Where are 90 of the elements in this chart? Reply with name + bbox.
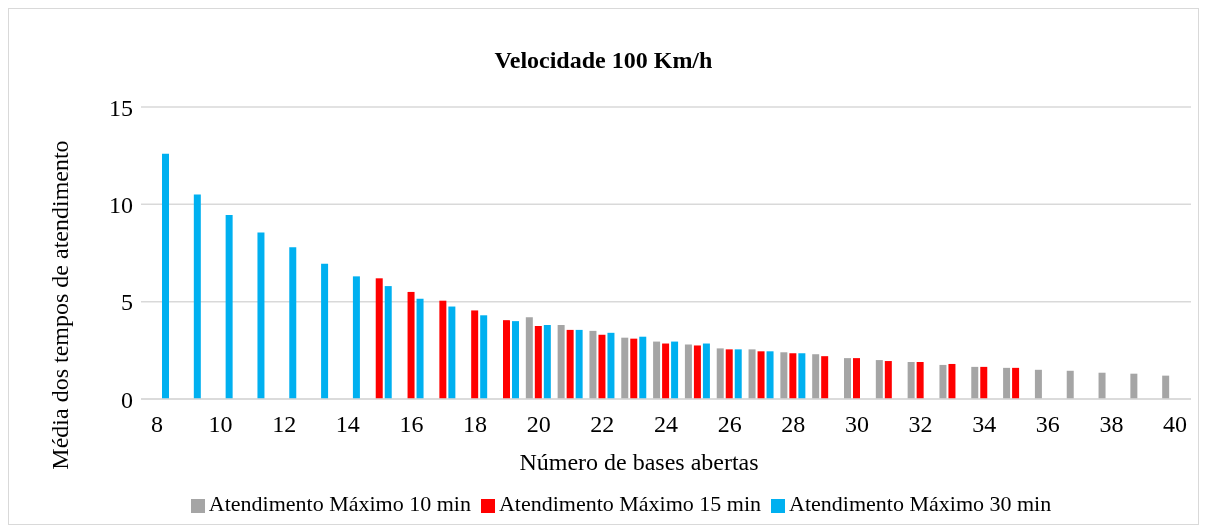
bar (734, 349, 742, 399)
chart-title: Velocidade 100 Km/h (493, 47, 714, 74)
bar (748, 349, 756, 399)
x-tick-label: 22 (590, 411, 615, 438)
y-tick-label: 15 (109, 94, 133, 121)
bar (684, 344, 692, 399)
bar (621, 337, 629, 399)
bar (853, 358, 860, 399)
bar (289, 247, 297, 399)
bar (321, 263, 329, 399)
bar (844, 358, 851, 399)
x-tick-label: 16 (399, 411, 424, 438)
bar (693, 345, 701, 399)
bar (980, 366, 988, 399)
bar (162, 153, 169, 399)
x-tick-label: 12 (272, 411, 297, 438)
x-tick-label: 36 (1035, 411, 1060, 438)
bar (884, 361, 892, 399)
bar (525, 317, 533, 399)
bar (1162, 375, 1170, 399)
bar (916, 362, 924, 399)
bar (375, 278, 383, 399)
bar (1066, 370, 1074, 399)
bar (671, 341, 679, 399)
bar (702, 343, 710, 399)
bar (630, 338, 638, 399)
bar (1130, 373, 1138, 399)
legend-label: Atendimento Máximo 10 min (208, 491, 471, 516)
bar (948, 363, 956, 399)
legend-label: Atendimento Máximo 15 min (498, 491, 762, 516)
x-tick-label: 32 (908, 411, 933, 438)
bar (653, 341, 661, 399)
bar (575, 329, 583, 399)
bar (225, 215, 233, 399)
bar (566, 329, 574, 399)
x-tick-label: 8 (150, 411, 163, 438)
y-axis-title: Média dos tempos de atendimento (47, 139, 74, 472)
bar (557, 325, 565, 399)
x-axis-title: Número de bases abertas (518, 449, 760, 476)
bar (907, 362, 915, 399)
bar (512, 321, 519, 399)
bar (812, 354, 820, 399)
bar (416, 298, 424, 399)
bar (598, 334, 606, 399)
bar (193, 194, 201, 399)
x-tick-label: 28 (781, 411, 806, 438)
bar (407, 291, 415, 399)
bar (1034, 369, 1042, 399)
bar (471, 310, 479, 399)
bar (480, 315, 488, 399)
bar (725, 349, 733, 399)
y-tick-label: 10 (109, 191, 133, 218)
bar (503, 320, 510, 399)
bar (448, 306, 456, 399)
x-tick-label: 20 (526, 411, 551, 438)
bar (543, 325, 551, 399)
x-tick-label: 10 (208, 411, 233, 438)
x-tick-label: 18 (463, 411, 488, 438)
x-tick-label: 38 (1099, 411, 1124, 438)
bar (589, 330, 597, 399)
x-tick-label: 40 (1163, 411, 1188, 438)
bar (1098, 372, 1106, 399)
bar (662, 343, 670, 399)
bar (757, 351, 765, 399)
bar (607, 332, 615, 399)
bar (875, 360, 883, 399)
bar (780, 352, 788, 399)
bar (789, 353, 797, 399)
y-tick-label: 0 (121, 386, 133, 413)
bar (534, 326, 542, 399)
legend-label: Atendimento Máximo 30 min (789, 491, 1052, 516)
bar (766, 351, 774, 399)
bar (939, 364, 947, 399)
bar (639, 336, 647, 399)
x-tick-label: 24 (654, 411, 678, 438)
bar (352, 276, 360, 399)
bar (1003, 367, 1011, 399)
bar (439, 300, 447, 399)
bar (716, 348, 724, 399)
x-tick-label: 30 (844, 411, 869, 438)
bar (257, 232, 265, 399)
bar (1012, 367, 1020, 399)
x-tick-label: 26 (717, 411, 742, 438)
bar (384, 286, 392, 399)
x-tick-label: 14 (335, 411, 360, 438)
bar (798, 353, 806, 399)
bar (971, 366, 979, 399)
x-tick-label: 34 (972, 411, 997, 438)
bar (821, 356, 829, 399)
y-tick-label: 5 (121, 289, 133, 316)
